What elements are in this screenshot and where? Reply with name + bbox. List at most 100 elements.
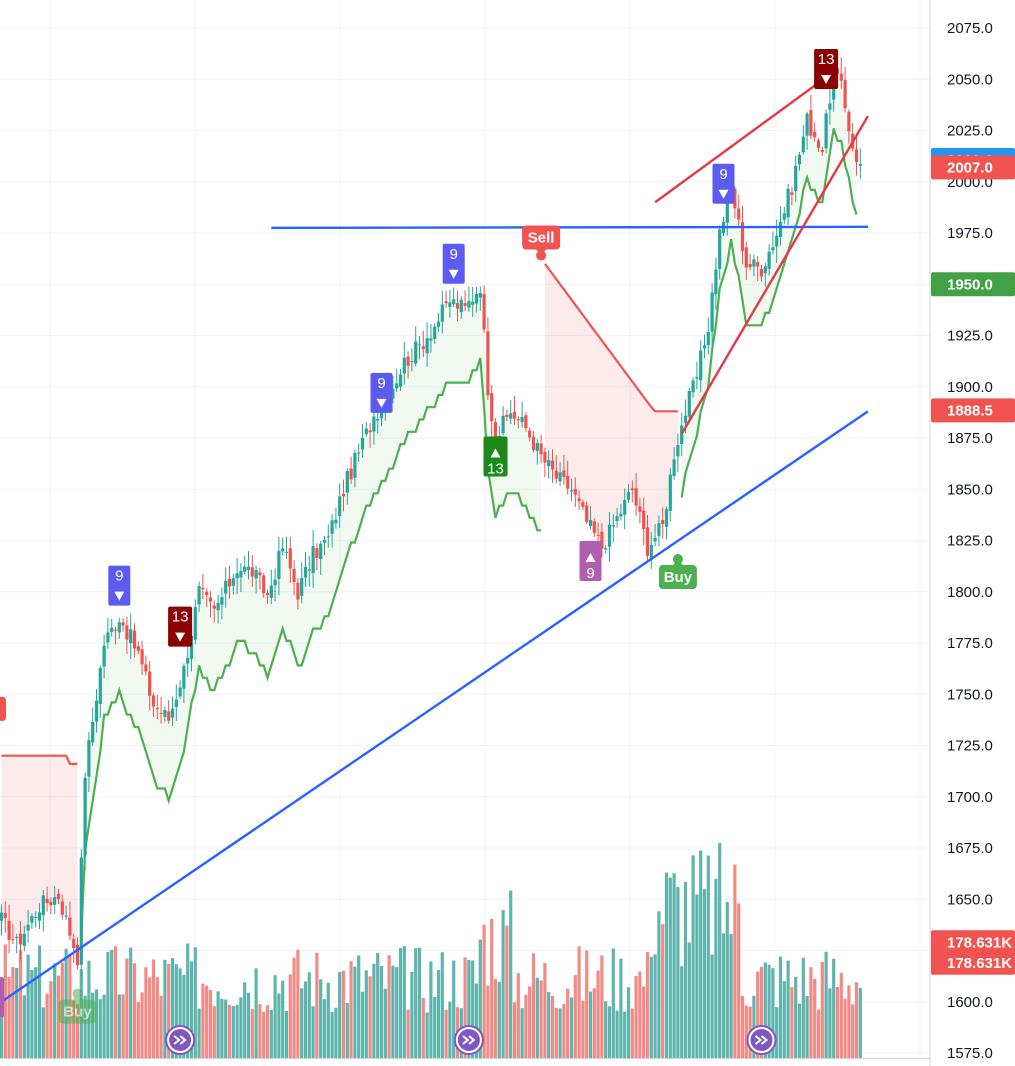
candle[interactable] xyxy=(201,573,205,600)
candle[interactable] xyxy=(182,663,186,704)
candle[interactable] xyxy=(455,290,460,322)
candle[interactable] xyxy=(132,623,137,658)
session-icons[interactable] xyxy=(165,1025,777,1055)
candle[interactable] xyxy=(854,134,859,176)
candle[interactable] xyxy=(22,925,26,952)
candle[interactable] xyxy=(319,540,323,575)
candle[interactable] xyxy=(664,506,669,540)
candle[interactable] xyxy=(167,700,171,724)
candle[interactable] xyxy=(193,599,197,645)
trend-line[interactable] xyxy=(0,410,869,1003)
candle[interactable] xyxy=(94,688,99,733)
candle[interactable] xyxy=(452,287,456,307)
candle[interactable] xyxy=(474,286,479,313)
candle[interactable] xyxy=(816,138,821,153)
candle[interactable] xyxy=(330,513,334,548)
candle[interactable] xyxy=(246,551,251,580)
price-badge[interactable]: 178.631K xyxy=(931,950,1015,975)
candle[interactable] xyxy=(718,225,722,280)
candle[interactable] xyxy=(45,886,49,912)
candle[interactable] xyxy=(649,532,653,569)
candle[interactable] xyxy=(395,368,399,392)
candle[interactable] xyxy=(744,241,748,280)
candle[interactable] xyxy=(368,423,372,448)
candle[interactable] xyxy=(573,477,577,507)
candle[interactable] xyxy=(254,565,258,594)
candle[interactable] xyxy=(227,565,232,599)
candle[interactable] xyxy=(801,124,805,155)
candle[interactable] xyxy=(106,618,110,649)
candle[interactable] xyxy=(102,634,106,679)
candle[interactable] xyxy=(334,507,338,529)
candle[interactable] xyxy=(748,254,752,271)
candle[interactable] xyxy=(34,911,38,928)
candle[interactable] xyxy=(642,497,646,546)
candle[interactable] xyxy=(566,460,570,495)
candle[interactable] xyxy=(148,661,152,711)
candle[interactable] xyxy=(125,616,129,654)
candle[interactable] xyxy=(448,290,452,318)
candle[interactable] xyxy=(577,490,581,510)
candle[interactable] xyxy=(72,933,76,964)
candle[interactable] xyxy=(296,577,300,610)
candle[interactable] xyxy=(353,449,357,488)
candle[interactable] xyxy=(231,573,235,595)
candle[interactable] xyxy=(429,324,433,353)
candle[interactable] xyxy=(813,122,817,142)
candle[interactable] xyxy=(520,401,524,428)
candle[interactable] xyxy=(737,194,741,228)
candle[interactable] xyxy=(699,340,703,393)
candle[interactable] xyxy=(349,456,353,484)
candle[interactable] xyxy=(543,447,547,478)
candle[interactable] xyxy=(79,849,83,977)
candle[interactable] xyxy=(163,706,167,723)
candle[interactable] xyxy=(60,894,64,920)
candle[interactable] xyxy=(391,375,395,404)
candle[interactable] xyxy=(516,415,520,429)
candle[interactable] xyxy=(539,434,543,464)
candle[interactable] xyxy=(588,506,593,530)
candle[interactable] xyxy=(425,322,429,367)
candle[interactable] xyxy=(345,468,349,505)
candle[interactable] xyxy=(15,933,19,954)
trend-line[interactable] xyxy=(680,115,869,435)
candle[interactable] xyxy=(763,262,767,287)
candle[interactable] xyxy=(668,468,672,522)
candle[interactable] xyxy=(433,323,437,344)
candle[interactable] xyxy=(771,231,775,255)
candle[interactable] xyxy=(444,290,448,308)
candle[interactable] xyxy=(607,511,612,562)
candle[interactable] xyxy=(208,591,213,618)
candle[interactable] xyxy=(265,589,270,604)
candle[interactable] xyxy=(178,680,182,699)
candle[interactable] xyxy=(281,537,285,556)
candle[interactable] xyxy=(174,684,178,721)
candle[interactable] xyxy=(53,886,57,914)
candle[interactable] xyxy=(26,909,30,943)
candle[interactable] xyxy=(239,563,243,593)
candle[interactable] xyxy=(414,326,418,367)
candle[interactable] xyxy=(509,399,513,425)
candle[interactable] xyxy=(197,581,201,612)
candle[interactable] xyxy=(18,920,23,961)
candle[interactable] xyxy=(300,562,304,604)
candle[interactable] xyxy=(140,641,144,676)
candle[interactable] xyxy=(30,913,34,929)
candle[interactable] xyxy=(581,499,585,511)
candle[interactable] xyxy=(288,536,292,583)
candle[interactable] xyxy=(269,569,273,605)
candle[interactable] xyxy=(680,412,684,456)
candle[interactable] xyxy=(421,330,425,358)
candle[interactable] xyxy=(113,626,118,645)
candle[interactable] xyxy=(820,146,824,156)
candle[interactable] xyxy=(558,461,562,486)
candle[interactable] xyxy=(547,450,551,479)
candle[interactable] xyxy=(37,903,42,929)
candle[interactable] xyxy=(528,427,532,442)
candle[interactable] xyxy=(41,889,45,932)
candle[interactable] xyxy=(828,88,832,125)
candle[interactable] xyxy=(512,395,517,425)
candle[interactable] xyxy=(56,889,61,905)
candle[interactable] xyxy=(83,772,87,872)
